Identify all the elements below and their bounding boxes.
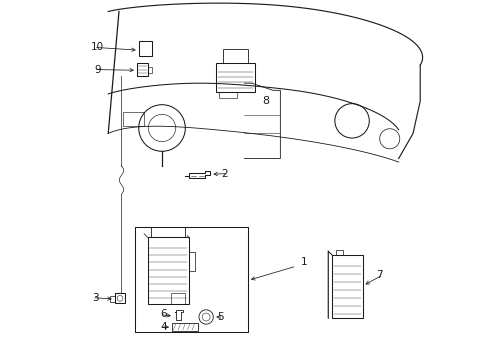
Bar bbox=[110, 296, 115, 302]
Text: 5: 5 bbox=[216, 312, 223, 322]
Text: 2: 2 bbox=[221, 168, 227, 179]
Bar bbox=[223, 49, 247, 63]
Text: 10: 10 bbox=[91, 42, 104, 52]
Bar bbox=[151, 227, 185, 237]
Text: 6: 6 bbox=[160, 310, 166, 319]
Bar bbox=[219, 92, 237, 98]
Bar bbox=[135, 226, 247, 332]
Bar bbox=[147, 237, 188, 304]
Text: 1: 1 bbox=[300, 257, 306, 267]
Text: 8: 8 bbox=[262, 96, 269, 106]
Bar bbox=[171, 293, 185, 304]
Text: 9: 9 bbox=[94, 64, 101, 75]
Bar bbox=[115, 293, 125, 303]
Bar bbox=[335, 250, 343, 255]
Bar bbox=[139, 41, 152, 56]
Bar bbox=[215, 63, 255, 92]
Bar bbox=[332, 255, 362, 318]
Bar bbox=[148, 67, 151, 73]
Bar bbox=[137, 63, 148, 76]
Text: 7: 7 bbox=[375, 270, 382, 280]
Bar bbox=[188, 252, 195, 271]
Bar bbox=[172, 323, 198, 330]
Text: 3: 3 bbox=[92, 293, 99, 303]
Bar bbox=[122, 112, 144, 126]
Text: 4: 4 bbox=[160, 322, 166, 332]
